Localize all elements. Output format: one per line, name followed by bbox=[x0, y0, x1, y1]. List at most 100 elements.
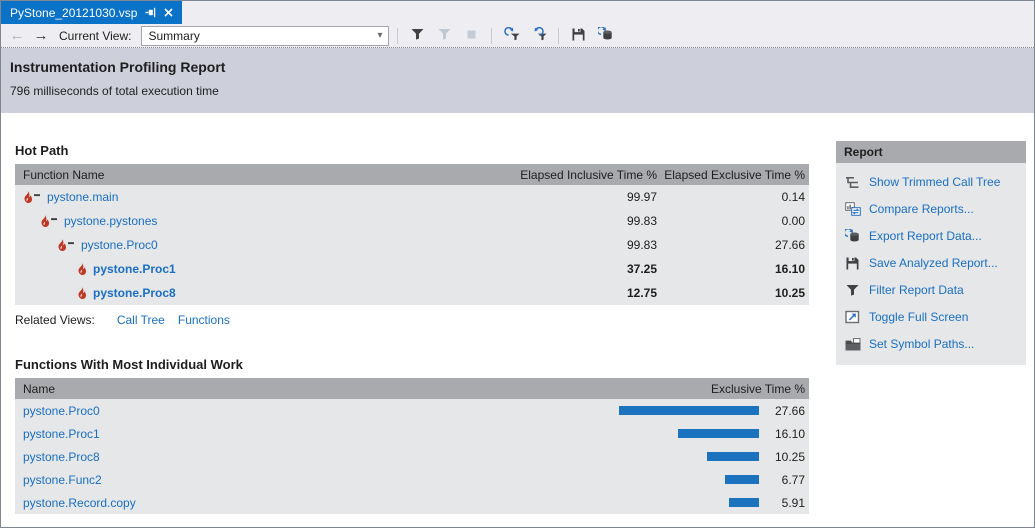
column-header-inclusive[interactable]: Elapsed Inclusive Time % bbox=[520, 167, 657, 182]
flame-icon bbox=[77, 263, 87, 275]
total-time-summary: 796 milliseconds of total execution time bbox=[10, 84, 219, 98]
toolbar-separator bbox=[491, 27, 493, 44]
table-row: pystone.Proc1 37.25 16.10 bbox=[15, 257, 809, 281]
exclusive-time-value: 16.10 bbox=[774, 426, 805, 441]
compare-reports-item[interactable]: Compare Reports... bbox=[844, 202, 1018, 216]
report-action-link[interactable]: Set Symbol Paths... bbox=[869, 337, 975, 351]
filter-report-data-item[interactable]: Filter Report Data bbox=[844, 283, 1018, 297]
clear-filter-button[interactable] bbox=[527, 25, 550, 47]
exclusive-time-value: 0.14 bbox=[781, 190, 805, 204]
export-report-button[interactable] bbox=[594, 25, 617, 47]
report-panel: Report Show Trimmed Call Tree Compare Re… bbox=[836, 141, 1026, 365]
column-header-exclusive-time[interactable]: Exclusive Time % bbox=[710, 381, 805, 396]
toolbar-separator bbox=[397, 27, 399, 44]
report-action-link[interactable]: Filter Report Data bbox=[869, 283, 964, 297]
back-button[interactable]: ← bbox=[9, 26, 25, 44]
function-link[interactable]: pystone.main bbox=[47, 190, 119, 204]
column-header-name[interactable]: Name bbox=[23, 381, 56, 396]
table-row: pystone.Proc8 10.25 bbox=[15, 445, 809, 468]
refresh-filter-icon bbox=[504, 26, 520, 44]
related-views-label: Related Views: bbox=[15, 313, 95, 327]
fullscreen-icon bbox=[844, 310, 861, 324]
exclusive-time-bar bbox=[729, 498, 759, 507]
report-action-link[interactable]: Save Analyzed Report... bbox=[869, 256, 998, 270]
report-action-link[interactable]: Show Trimmed Call Tree bbox=[869, 175, 1001, 189]
inclusive-time-value: 99.83 bbox=[626, 238, 657, 252]
report-action-link[interactable]: Compare Reports... bbox=[869, 202, 974, 216]
table-row: pystone.Func2 6.77 bbox=[15, 468, 809, 491]
filter-icon bbox=[411, 28, 424, 43]
save-analyzed-report-item[interactable]: Save Analyzed Report... bbox=[844, 256, 1018, 270]
save-report-button[interactable] bbox=[567, 25, 590, 47]
table-row: pystone.Record.copy 5.91 bbox=[15, 491, 809, 514]
refresh-filter-icon bbox=[531, 26, 547, 44]
filter-disabled-icon bbox=[438, 28, 451, 43]
inclusive-time-value: 37.25 bbox=[626, 262, 657, 276]
function-link[interactable]: pystone.Proc1 bbox=[23, 426, 100, 441]
column-header-function-name[interactable]: Function Name bbox=[23, 167, 105, 182]
export-report-data-item[interactable]: Export Report Data... bbox=[844, 229, 1018, 243]
export-data-icon bbox=[844, 229, 861, 243]
function-link[interactable]: pystone.Proc8 bbox=[93, 286, 176, 300]
exclusive-time-value: 0.00 bbox=[781, 214, 805, 228]
table-row: pystone.Proc8 12.75 10.25 bbox=[15, 281, 809, 305]
current-view-label: Current View: bbox=[59, 28, 132, 43]
forward-button[interactable]: → bbox=[33, 26, 49, 44]
save-icon bbox=[572, 28, 585, 44]
show-trimmed-call-tree-item[interactable]: Show Trimmed Call Tree bbox=[844, 175, 1018, 189]
function-link[interactable]: pystone.Func2 bbox=[23, 472, 102, 487]
exclusive-time-value: 10.25 bbox=[774, 449, 805, 464]
column-header-exclusive[interactable]: Elapsed Exclusive Time % bbox=[664, 167, 805, 182]
exclusive-time-value: 5.91 bbox=[781, 495, 805, 510]
set-symbol-paths-item[interactable]: Set Symbol Paths... bbox=[844, 337, 1018, 351]
function-link[interactable]: pystone.Proc1 bbox=[93, 262, 176, 276]
exclusive-time-value: 27.66 bbox=[774, 238, 805, 252]
stop-disabled-button[interactable] bbox=[460, 25, 483, 47]
exclusive-time-value: 6.77 bbox=[781, 472, 805, 487]
export-data-icon bbox=[597, 26, 613, 44]
toggle-full-screen-item[interactable]: Toggle Full Screen bbox=[844, 310, 1018, 324]
exclusive-time-bar bbox=[725, 475, 759, 484]
chevron-down-icon: ▾ bbox=[377, 30, 383, 41]
exclusive-time-bar bbox=[707, 452, 759, 461]
function-link[interactable]: pystone.pystones bbox=[64, 214, 158, 228]
current-view-select[interactable]: Summary ▾ bbox=[141, 25, 390, 46]
related-view-functions-link[interactable]: Functions bbox=[177, 313, 230, 327]
compare-reports-icon bbox=[844, 202, 861, 216]
pin-icon[interactable] bbox=[145, 7, 156, 18]
table-row: pystone.Proc1 16.10 bbox=[15, 422, 809, 445]
inclusive-time-value: 12.75 bbox=[626, 286, 657, 300]
profiler-toolbar: ← → Current View: Summary ▾ bbox=[1, 24, 1034, 48]
function-link[interactable]: pystone.Record.copy bbox=[23, 495, 136, 510]
functions-work-table: Name Exclusive Time % pystone.Proc0 27.6… bbox=[15, 378, 809, 514]
functions-work-title: Functions With Most Individual Work bbox=[15, 357, 243, 372]
table-row: pystone.Proc0 27.66 bbox=[15, 399, 809, 422]
function-link[interactable]: pystone.Proc0 bbox=[81, 238, 158, 252]
table-row: pystone.Proc0 99.83 27.66 bbox=[15, 233, 809, 257]
symbol-paths-icon bbox=[844, 337, 861, 351]
stop-icon bbox=[466, 28, 477, 43]
exclusive-time-bar bbox=[619, 406, 759, 415]
hot-path-flame-icon bbox=[40, 215, 58, 227]
report-action-link[interactable]: Toggle Full Screen bbox=[869, 310, 969, 324]
report-header: Instrumentation Profiling Report 796 mil… bbox=[1, 48, 1034, 113]
hot-path-flame-icon bbox=[23, 191, 41, 203]
function-link[interactable]: pystone.Proc8 bbox=[23, 449, 100, 464]
exclusive-time-bar bbox=[678, 429, 759, 438]
function-link[interactable]: pystone.Proc0 bbox=[23, 403, 100, 418]
filter-icon bbox=[844, 284, 861, 296]
close-icon[interactable] bbox=[164, 8, 174, 17]
exclusive-time-value: 16.10 bbox=[774, 262, 805, 276]
toolbar-separator bbox=[558, 27, 560, 44]
table-row: pystone.main 99.97 0.14 bbox=[15, 185, 809, 209]
tab-pystone-vsp[interactable]: PyStone_20121030.vsp bbox=[1, 1, 183, 24]
report-action-link[interactable]: Export Report Data... bbox=[869, 229, 982, 243]
inclusive-time-value: 99.83 bbox=[626, 214, 657, 228]
filter-disabled-button[interactable] bbox=[433, 25, 456, 47]
related-view-call-tree-link[interactable]: Call Tree bbox=[116, 313, 165, 327]
hot-path-title: Hot Path bbox=[15, 143, 69, 158]
apply-filter-button[interactable] bbox=[500, 25, 523, 47]
page-title: Instrumentation Profiling Report bbox=[10, 59, 226, 75]
filter-button[interactable] bbox=[406, 25, 429, 47]
trimmed-call-tree-icon bbox=[844, 176, 861, 189]
